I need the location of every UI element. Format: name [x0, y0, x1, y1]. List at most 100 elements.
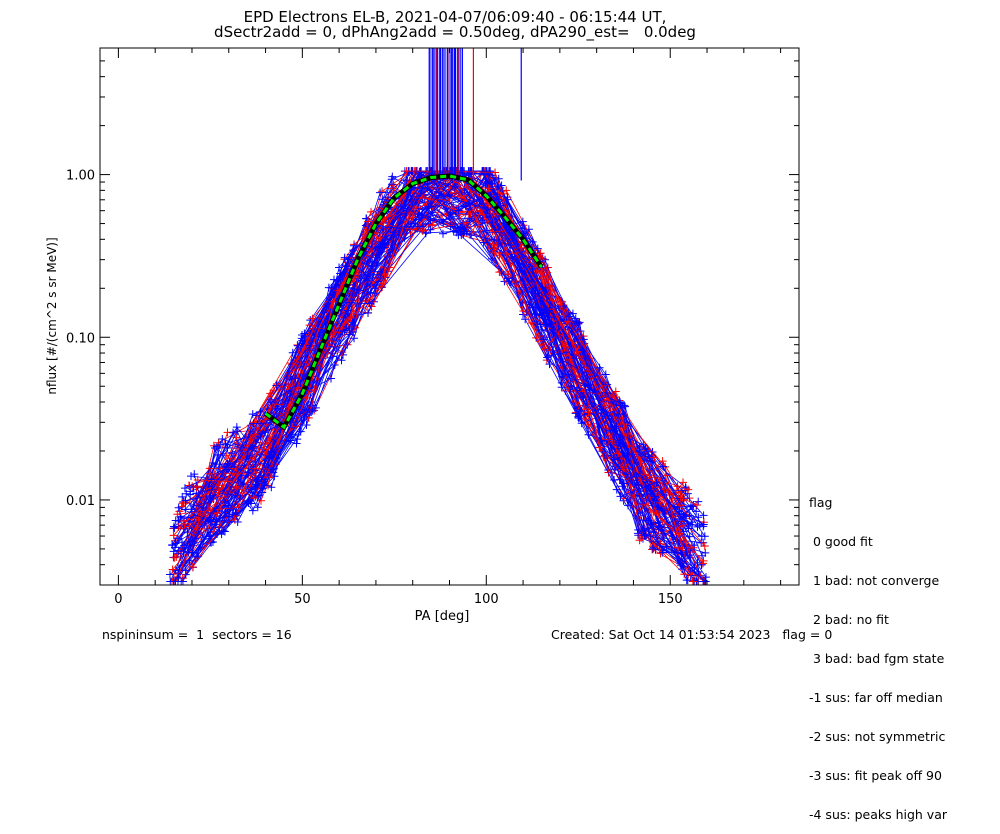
trace-marker [576, 407, 585, 416]
trace-marker [267, 483, 276, 492]
trace-line [185, 170, 693, 526]
trace-marker [402, 167, 411, 176]
trace-marker [188, 562, 197, 571]
trace-marker [658, 548, 667, 557]
trace-line [187, 196, 689, 553]
trace-marker [408, 213, 417, 222]
trace-marker [533, 244, 542, 253]
trace-marker [682, 576, 691, 585]
trace-line [177, 182, 687, 574]
trace-marker [494, 174, 503, 183]
chart-plot: 0 50 100 150 0.01 0.10 1.00 PA [deg] nflux [#/… [45, 47, 800, 624]
trace-marker [636, 476, 645, 485]
trace-marker [649, 508, 658, 517]
trace-marker [640, 524, 649, 533]
trace-marker [491, 168, 500, 177]
trace-marker [302, 421, 311, 430]
trace-marker [174, 573, 183, 582]
trace-marker [378, 187, 387, 196]
trace-line [177, 192, 695, 582]
trace-marker [182, 489, 191, 498]
trace-marker [466, 230, 475, 239]
trace-marker [207, 485, 216, 494]
trace-marker [455, 224, 464, 233]
trace-marker [350, 241, 359, 250]
x-tick-label: 100 [474, 592, 499, 607]
trace-marker [652, 478, 661, 487]
trace-line [169, 170, 695, 575]
trace-marker [596, 443, 605, 452]
trace-marker [659, 476, 668, 485]
trace-marker [616, 492, 625, 501]
trace-marker [214, 438, 223, 447]
trace-marker [253, 503, 262, 512]
trace-line [185, 183, 706, 582]
trace-line [185, 170, 697, 582]
trace-line [195, 199, 706, 554]
trace-marker [568, 309, 577, 318]
trace-marker [169, 524, 178, 533]
y-tick-label: 0.10 [66, 331, 95, 346]
trace-marker [488, 218, 497, 227]
trace-marker [426, 216, 435, 225]
legend-entry: -4 sus: peaks high var [809, 807, 948, 822]
trace-marker [556, 298, 565, 307]
trace-marker [170, 523, 179, 532]
trace-marker [699, 511, 708, 520]
chart-subtitle: dSectr2add = 0, dPhAng2add = 0.50deg, dP… [214, 23, 696, 41]
trace-line [190, 176, 689, 581]
trace-line [178, 170, 685, 579]
trace-marker [251, 430, 260, 439]
trace-marker [179, 517, 188, 526]
trace-line [196, 170, 678, 548]
trace-marker [537, 325, 546, 334]
legend-entry: -1 sus: far off median [809, 690, 943, 705]
trace-marker [190, 470, 199, 479]
trace-marker [575, 318, 584, 327]
legend-title: flag [809, 495, 833, 510]
y-axis-label: nflux [#/(cm^2 s sr MeV)] [45, 237, 59, 394]
trace-marker [700, 541, 709, 550]
trace-marker [558, 369, 567, 378]
trace-line [197, 170, 704, 562]
trace-marker [564, 312, 573, 321]
trace-marker [454, 206, 463, 215]
trace-line [193, 170, 683, 562]
trace-marker [562, 307, 571, 316]
trace-marker [349, 246, 358, 255]
trace-marker [297, 334, 306, 343]
trace-marker [461, 218, 470, 227]
trace-marker [256, 407, 265, 416]
trace-marker [308, 314, 317, 323]
trace-marker [169, 577, 178, 586]
trace-line [173, 178, 707, 578]
trace-marker [300, 329, 309, 338]
trace-marker [180, 541, 189, 550]
trace-marker [490, 249, 499, 258]
chart-title: EPD Electrons EL-B, 2021-04-07/06:09:40 … [243, 8, 667, 26]
trace-marker [685, 532, 694, 541]
trace-marker [635, 536, 644, 545]
trace-marker [287, 375, 296, 384]
flag-legend: flag 0 good fit 1 bad: not converge 2 ba… [809, 470, 947, 834]
fit-curve [264, 173, 544, 431]
trace-marker [659, 530, 668, 539]
trace-marker [679, 478, 688, 487]
trace-marker [539, 335, 548, 344]
trace-marker [694, 513, 703, 522]
trace-marker [378, 283, 387, 292]
trace-marker [650, 453, 659, 462]
trace-marker [173, 510, 182, 519]
trace-marker [606, 426, 615, 435]
trace-marker [659, 462, 668, 471]
trace-marker [291, 374, 300, 383]
trace-line [176, 170, 688, 578]
trace-marker [620, 401, 629, 410]
trace-marker [168, 565, 177, 574]
trace-marker [389, 228, 398, 237]
trace-marker [181, 496, 190, 505]
trace-marker [174, 503, 183, 512]
trace-line [196, 170, 705, 582]
trace-marker [684, 485, 693, 494]
trace-line [185, 170, 686, 575]
